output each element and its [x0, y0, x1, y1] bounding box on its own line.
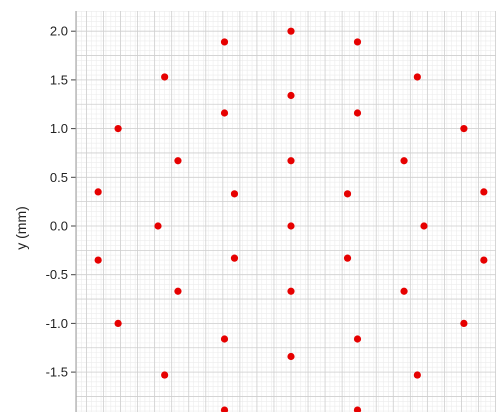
data-point — [460, 125, 468, 133]
data-point — [230, 254, 239, 262]
data-points — [94, 27, 488, 412]
y-tick-label: -1.0 — [46, 316, 68, 331]
data-point — [413, 73, 421, 81]
data-point — [420, 222, 428, 230]
data-point — [480, 188, 488, 196]
data-point — [287, 222, 295, 230]
y-tick-label: 0.0 — [50, 219, 68, 234]
data-point — [460, 319, 468, 327]
y-tick-labels: 2.0 1.5 1.0 0.5 0.0 -0.5 -1.0 -1.5 — [46, 24, 68, 380]
y-tick-label: 1.5 — [50, 72, 68, 87]
data-point — [287, 27, 295, 35]
data-point — [220, 109, 229, 117]
y-tick-label: 2.0 — [50, 24, 68, 39]
y-tick-label: 1.0 — [50, 121, 68, 136]
y-axis-title: y (mm) — [13, 206, 29, 250]
data-point — [287, 352, 295, 361]
data-point — [220, 406, 229, 412]
data-point — [94, 188, 102, 196]
data-point — [154, 222, 162, 230]
y-tick-label: -1.5 — [46, 365, 68, 380]
y-tick-label: 0.5 — [50, 170, 68, 185]
data-point — [287, 91, 295, 100]
data-point — [174, 287, 182, 295]
y-tick-label: -0.5 — [46, 267, 68, 282]
data-point — [94, 256, 102, 264]
data-point — [413, 371, 421, 379]
data-point — [480, 256, 488, 264]
data-point — [230, 190, 239, 198]
data-point — [220, 335, 229, 343]
data-point — [161, 371, 169, 379]
data-point — [353, 406, 362, 412]
data-point — [400, 157, 408, 165]
data-point — [174, 157, 182, 165]
data-point — [353, 38, 362, 46]
data-point — [353, 335, 362, 343]
data-point — [114, 125, 122, 133]
data-point — [114, 319, 122, 327]
data-point — [220, 38, 229, 46]
data-point — [343, 190, 352, 198]
data-point — [400, 287, 408, 295]
data-point — [287, 287, 295, 295]
y-tick-marks — [71, 30, 76, 373]
data-point — [343, 254, 352, 262]
data-point — [353, 109, 362, 117]
data-point — [161, 73, 169, 81]
data-point — [287, 157, 295, 165]
